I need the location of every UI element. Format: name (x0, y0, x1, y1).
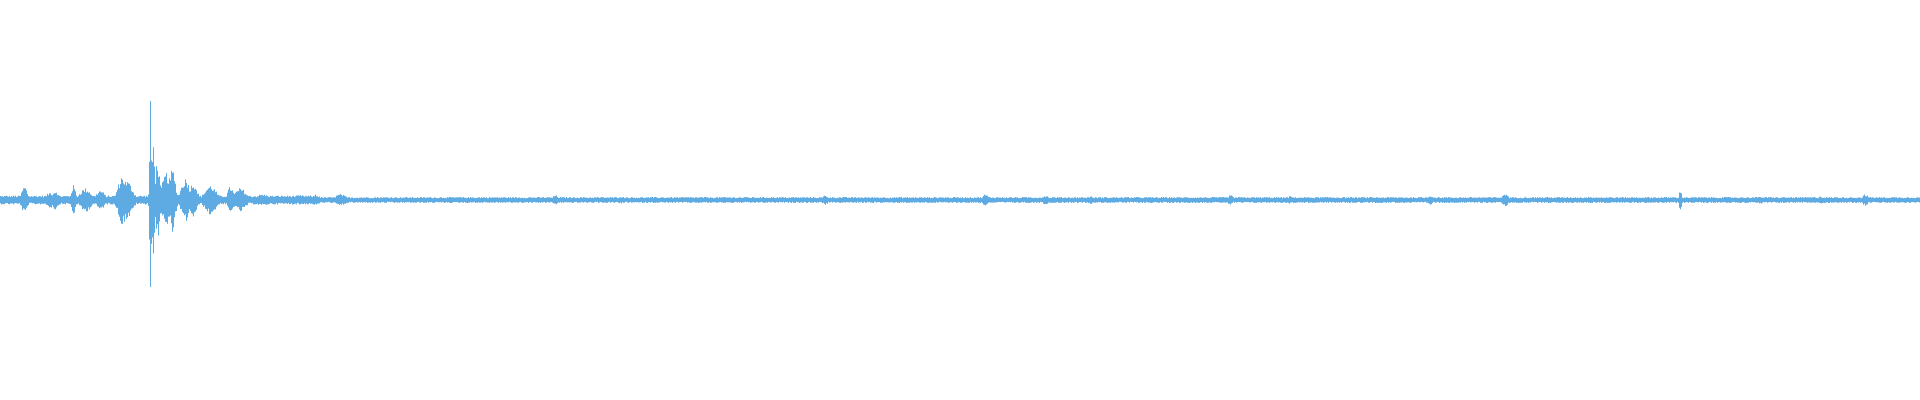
waveform-path (0, 101, 1920, 287)
waveform-bars (0, 101, 1920, 287)
